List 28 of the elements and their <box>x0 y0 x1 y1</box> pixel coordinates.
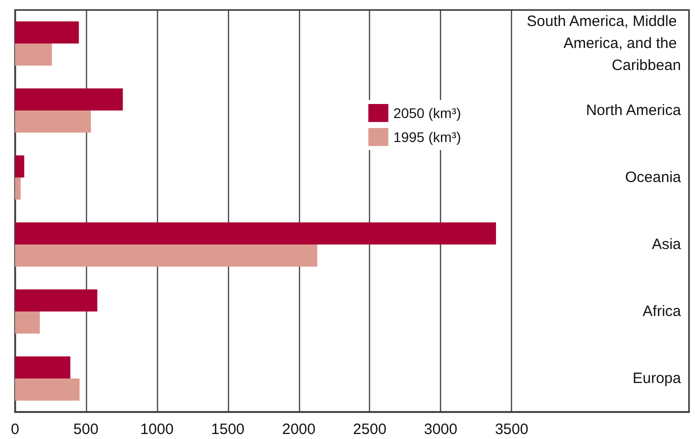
bar <box>15 356 70 378</box>
x-tick-label: 0 <box>10 421 20 438</box>
x-tick-label: 500 <box>73 421 98 438</box>
x-tick-label: 1500 <box>211 421 245 438</box>
x-tick-label: 1000 <box>140 421 174 438</box>
bar <box>15 222 496 244</box>
x-tick-label: 2000 <box>282 421 316 438</box>
y-tick-label: Oceania <box>625 169 682 186</box>
y-tick-label: Asia <box>652 236 682 253</box>
x-tick-label: 3500 <box>494 421 528 438</box>
bar <box>15 244 318 267</box>
bar <box>15 44 52 66</box>
bar <box>15 88 123 110</box>
bar <box>15 21 79 44</box>
legend-label: 1995 (km³) <box>393 129 462 145</box>
y-tick-label: North America <box>586 102 682 119</box>
bar <box>15 110 91 133</box>
y-tick-label: Africa <box>642 303 682 320</box>
bar <box>15 155 24 178</box>
bar <box>15 378 80 401</box>
bar <box>15 312 40 334</box>
y-tick-label: Europa <box>632 370 682 387</box>
x-tick-label: 3000 <box>424 421 458 438</box>
x-tick-label: 2500 <box>353 421 386 438</box>
bar <box>15 178 21 200</box>
bar <box>15 289 98 312</box>
legend-label: 2050 (km³) <box>393 105 462 121</box>
y-tick-label: South America, Middle America, and the Caribbean <box>526 13 681 74</box>
